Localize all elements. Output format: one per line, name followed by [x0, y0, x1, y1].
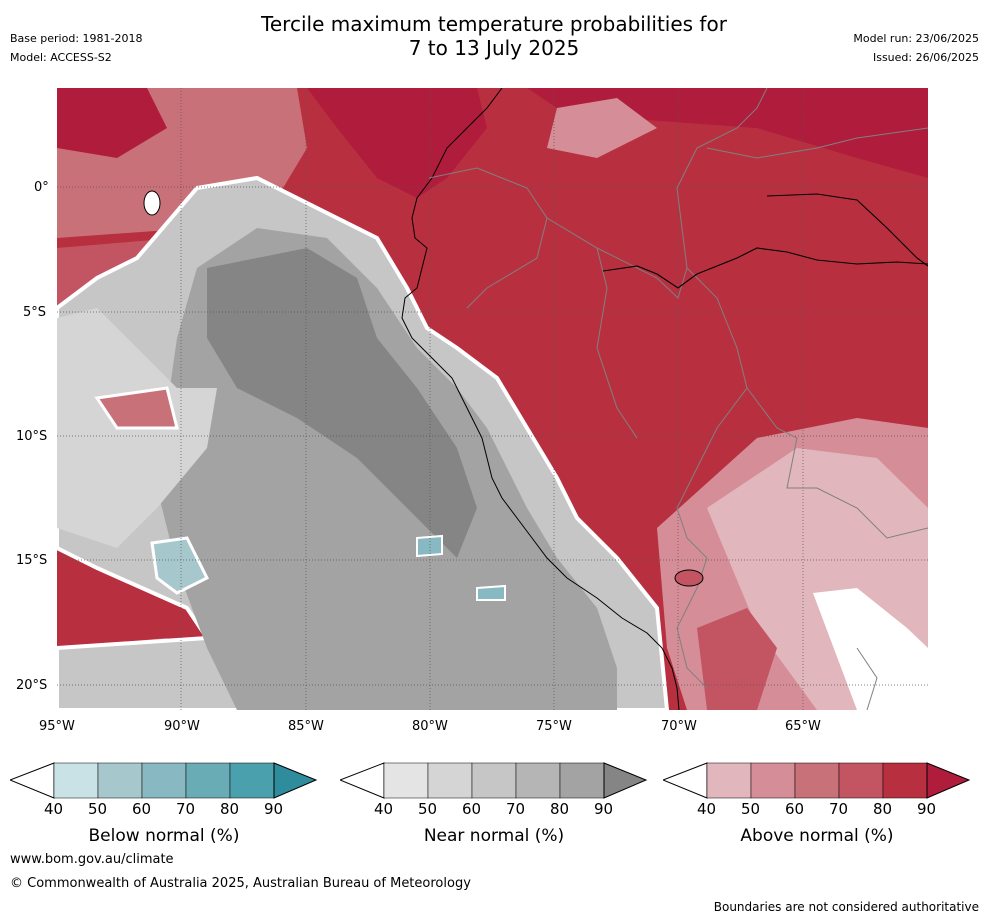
colorbar-below-normal [8, 762, 318, 804]
colorbar-below-swatch-1 [97, 762, 143, 799]
colorbar-above-normal-svg [661, 762, 971, 799]
lon-label-90w: 90°W [164, 719, 200, 734]
colorbar-above-swatch-3 [838, 762, 884, 799]
colorbar-above-tick-80: 80 [873, 800, 893, 818]
model-run: Model run: 23/06/2025 [853, 32, 979, 45]
base-period: Base period: 1981-2018 [10, 32, 143, 45]
colorbar-above-tick-40: 40 [697, 800, 717, 818]
colorbar-above-swatch-4 [882, 762, 928, 799]
lat-label-10s: 10°S [16, 429, 48, 444]
colorbar-below-swatch-0 [53, 762, 99, 799]
colorbar-above-normal [661, 762, 971, 804]
map-title: Tercile maximum temperature probabilitie… [0, 12, 988, 60]
colorbar-below-tick-60: 60 [132, 800, 152, 818]
issued-date: Issued: 26/06/2025 [872, 51, 979, 64]
lat-label-20s: 20°S [16, 678, 48, 693]
colorbar-above-tick-70: 70 [829, 800, 849, 818]
lat-label-0: 0° [34, 180, 49, 195]
lat-label-15s: 15°S [16, 553, 48, 568]
model-name: Model: ACCESS-S2 [10, 51, 112, 64]
colorbar-near-swatch-0 [383, 762, 429, 799]
lon-label-70w: 70°W [661, 719, 697, 734]
colorbar-near-tick-90: 90 [594, 800, 614, 818]
map-title-line1: Tercile maximum temperature probabilitie… [261, 12, 727, 36]
colorbar-above-tick-50: 50 [741, 800, 761, 818]
probability-map [57, 88, 928, 710]
colorbar-above-swatch-0 [706, 762, 752, 799]
colorbar-below-tick-80: 80 [220, 800, 240, 818]
colorbar-near-tick-80: 80 [550, 800, 570, 818]
colorbar-near-swatch-5 [603, 762, 648, 799]
colorbar-below-swatch-2 [141, 762, 187, 799]
boundaries-disclaimer: Boundaries are not considered authoritat… [713, 900, 979, 914]
colorbar-near-tick-50: 50 [418, 800, 438, 818]
lon-label-75w: 75°W [536, 719, 572, 734]
colorbar-above-tick-60: 60 [785, 800, 805, 818]
colorbar-below-swatch-5 [273, 762, 318, 799]
colorbar-near-normal [338, 762, 648, 804]
colorbar-near-swatch-2 [471, 762, 517, 799]
colorbar-below-tick-50: 50 [88, 800, 108, 818]
meta-left: Base period: 1981-2018 Model: ACCESS-S2 [10, 32, 142, 65]
colorbar-below-tick-70: 70 [176, 800, 196, 818]
colorbar-above-swatch-1 [750, 762, 796, 799]
lon-label-65w: 65°W [785, 719, 821, 734]
colorbar-below-normal-svg [8, 762, 318, 799]
colorbar-above-swatch-5 [926, 762, 971, 799]
map-title-line2: 7 to 13 July 2025 [408, 36, 580, 60]
meta-right: Model run: 23/06/2025 Issued: 26/06/2025 [853, 32, 979, 65]
colorbar-near-tick-60: 60 [462, 800, 482, 818]
colorbar-near-swatch-4 [559, 762, 605, 799]
copyright-text: © Commonwealth of Australia 2025, Austra… [10, 876, 471, 891]
colorbar-below-swatch-3 [185, 762, 231, 799]
lat-label-5s: 5°S [23, 305, 47, 320]
colorbar-below-tick-90: 90 [264, 800, 284, 818]
map-svg [57, 88, 928, 710]
colorbar-below-swatch-4 [229, 762, 275, 799]
colorbar-above-tick-90: 90 [917, 800, 937, 818]
colorbar-near-swatch-1 [427, 762, 473, 799]
colorbar-near-tick-70: 70 [506, 800, 526, 818]
lon-label-85w: 85°W [288, 719, 324, 734]
colorbar-above-label: Above normal (%) [740, 826, 894, 846]
colorbar-above-swatch-2 [794, 762, 840, 799]
website-link[interactable]: www.bom.gov.au/climate [10, 852, 174, 867]
colorbar-near-swatch-3 [515, 762, 561, 799]
colorbar-near-label: Near normal (%) [423, 826, 565, 846]
colorbar-near-tick-40: 40 [374, 800, 394, 818]
colorbar-below-tick-40: 40 [44, 800, 64, 818]
lon-label-80w: 80°W [412, 719, 448, 734]
colorbar-below-label: Below normal (%) [88, 826, 240, 846]
lon-label-95w: 95°W [39, 719, 75, 734]
colorbar-near-normal-svg [338, 762, 648, 799]
